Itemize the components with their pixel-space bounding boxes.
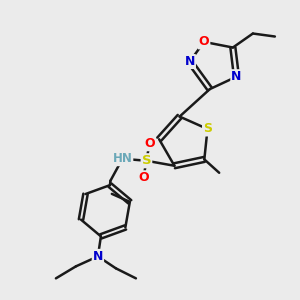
Text: O: O xyxy=(138,171,149,184)
Text: N: N xyxy=(184,55,195,68)
Text: N: N xyxy=(231,70,242,83)
Text: S: S xyxy=(203,122,212,136)
Text: S: S xyxy=(142,154,151,167)
Text: N: N xyxy=(93,250,103,263)
Text: O: O xyxy=(144,137,155,150)
Text: O: O xyxy=(199,35,209,48)
Text: HN: HN xyxy=(112,152,132,165)
